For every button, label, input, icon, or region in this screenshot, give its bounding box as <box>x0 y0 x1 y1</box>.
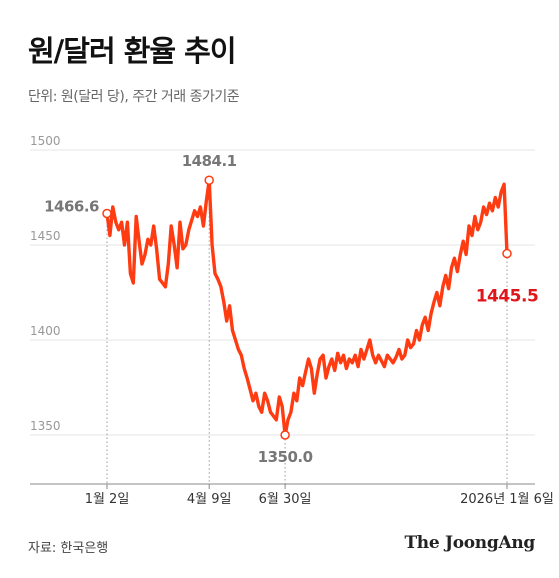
x-axis-tick-labels: 1월 2일 4월 9일 6월 30일 2026년 1월 6일 <box>85 492 554 507</box>
y-tick-label: 1350 <box>30 419 61 433</box>
x-tick-label: 2026년 1월 6일 <box>460 492 554 507</box>
y-tick-label: 1450 <box>30 229 61 243</box>
series-line <box>105 178 509 437</box>
annotation-marker <box>280 430 290 440</box>
annotation-label: 1445.5 <box>476 287 539 307</box>
annotation-guide-lines <box>106 184 508 484</box>
grid-lines <box>30 149 535 436</box>
annotation-marker <box>204 175 214 185</box>
x-axis <box>30 483 535 489</box>
y-tick-label: 1500 <box>30 134 61 148</box>
y-tick-label: 1400 <box>30 324 61 338</box>
x-tick-label: 4월 9일 <box>187 492 232 507</box>
y-axis-tick-labels: 1350 1400 1450 1500 <box>30 134 61 433</box>
series-line-group <box>105 178 509 437</box>
annotation-label: 1466.6 <box>44 197 99 215</box>
x-tick-label: 6월 30일 <box>259 492 312 507</box>
chart-title: 원/달러 환율 추이 <box>28 34 237 68</box>
annotation-label: 1484.1 <box>182 152 237 170</box>
annotation-marker <box>502 248 512 259</box>
x-tick-label: 1월 2일 <box>85 492 130 507</box>
source-note: 자료: 한국은행 <box>28 541 109 556</box>
chart-subtitle: 단위: 원(달러 당), 주간 거래 종가기준 <box>28 89 240 105</box>
annotation-marker <box>102 208 112 219</box>
annotation-group: 1466.6 1484.1 1350.0 1445.5 <box>44 152 539 466</box>
annotation-label: 1350.0 <box>258 448 313 466</box>
brand-logo: The JoongAng <box>404 533 535 553</box>
